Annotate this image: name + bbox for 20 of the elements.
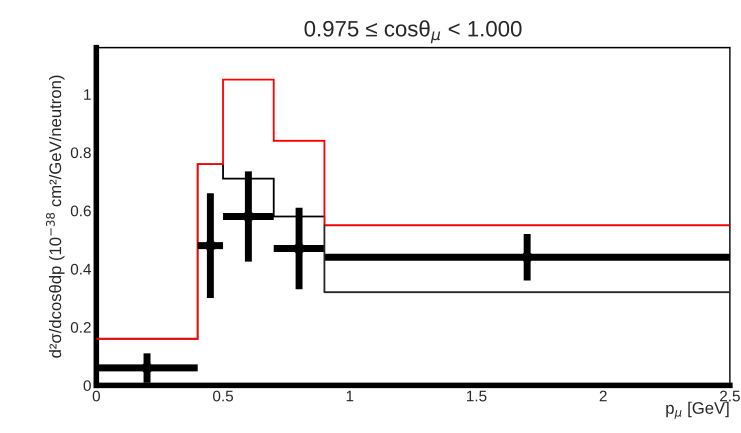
x-axis-title: p$_{μ}$ [GeV] [666,402,729,419]
y-tick-label: 0.4 [70,264,92,275]
x-tick-label: 2 [600,390,607,402]
point [244,212,253,221]
point [142,364,152,372]
y-tick-label: 0.6 [70,206,91,216]
point [206,241,215,250]
y-axis-title: d²σ/dcosθdp (10$^{−38}$ cm²/GeV/neutron) [46,76,65,358]
point [294,244,304,253]
y-tick-label: 0.8 [70,147,91,158]
point [522,253,532,262]
x-tick-label: 0.5 [213,390,234,402]
y-tick-label: 1 [84,89,91,100]
y-tick-label: 0 [84,380,91,392]
x-tick-label: 0 [92,390,100,402]
y-tick-label: 0.2 [70,322,91,333]
x-tick-label: 1.5 [467,390,486,402]
x-tick-label: 1 [346,390,354,402]
chart-title: 0.975 ≤ cosθ$_{μ}$ < 1.000 [304,20,522,44]
x-tick-label: 2.5 [720,390,740,402]
